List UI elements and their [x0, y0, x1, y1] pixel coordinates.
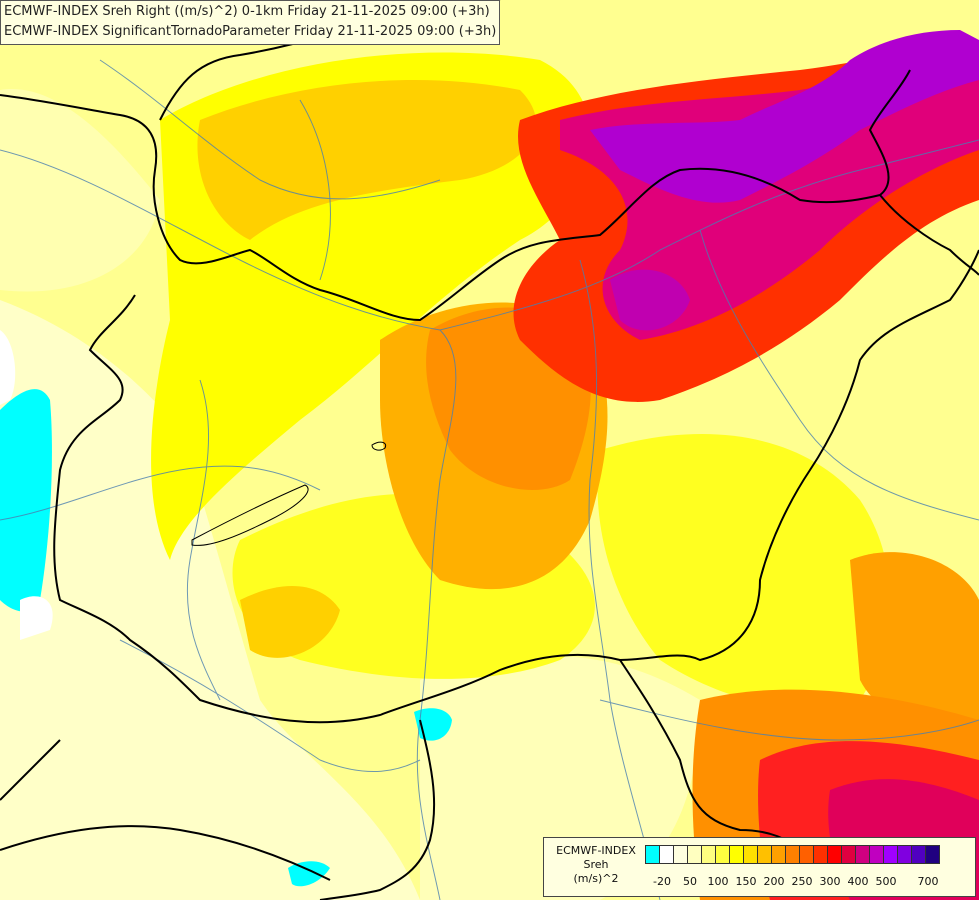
- legend-tick-label: 100: [707, 875, 729, 888]
- legend-ticks: -20 50 100 150 200 250 300 400 500 700: [646, 875, 971, 889]
- legend-swatch: [785, 845, 800, 864]
- legend-swatch: [883, 845, 898, 864]
- legend-tick-label: 150: [735, 875, 757, 888]
- lake-balaton: [191, 484, 309, 546]
- legend-title-line-3: (m/s)^2: [573, 872, 619, 885]
- legend-tick-label: 250: [791, 875, 813, 888]
- pale-region-nw: [0, 89, 160, 292]
- gold-region-n: [197, 80, 537, 240]
- legend-swatch: [743, 845, 758, 864]
- legend-tick-label: 200: [763, 875, 785, 888]
- legend-swatch: [715, 845, 730, 864]
- legend-swatch: [911, 845, 926, 864]
- yellow-region-e: [597, 434, 890, 708]
- legend-tick-label: -20: [653, 875, 671, 888]
- rivers: [0, 59, 979, 900]
- legend-tick-label: 50: [683, 875, 697, 888]
- legend-swatches: [645, 845, 940, 864]
- purple-region-ne: [590, 30, 979, 203]
- cyan-patch-sw: [288, 861, 330, 887]
- legend-tick-label: 300: [819, 875, 841, 888]
- legend-tick-label: 400: [847, 875, 869, 888]
- legend-swatch: [897, 845, 912, 864]
- legend-swatch: [827, 845, 842, 864]
- orange-region-e: [850, 552, 979, 728]
- legend-tick-label: 500: [875, 875, 897, 888]
- legend-swatch: [855, 845, 870, 864]
- map-title-line-1: ECMWF-INDEX Sreh Right ((m/s)^2) 0-1km F…: [4, 4, 490, 19]
- legend-title-line-1: ECMWF-INDEX: [556, 844, 636, 857]
- pale-region-sw: [0, 300, 420, 900]
- legend-swatch: [687, 845, 702, 864]
- purple-blob-c: [610, 269, 690, 331]
- cyan-patch-w: [0, 389, 52, 612]
- legend-swatch: [841, 845, 856, 864]
- legend-swatch: [645, 845, 660, 864]
- legend-swatch: [701, 845, 716, 864]
- legend-tick-label: 700: [917, 875, 939, 888]
- gold-blob-sw: [240, 586, 340, 658]
- legend-swatch: [869, 845, 884, 864]
- legend-title: ECMWF-INDEX Sreh (m/s)^2: [548, 844, 644, 886]
- legend-title-line-2: Sreh: [583, 858, 609, 871]
- map-title-box: ECMWF-INDEX Sreh Right ((m/s)^2) 0-1km F…: [0, 0, 501, 45]
- legend-swatch: [659, 845, 674, 864]
- legend-swatch: [925, 845, 940, 864]
- legend-swatch: [673, 845, 688, 864]
- legend-swatch: [771, 845, 786, 864]
- legend-swatch: [757, 845, 772, 864]
- legend-swatch: [729, 845, 744, 864]
- color-legend: ECMWF-INDEX Sreh (m/s)^2 -20 50 100 150 200 2…: [543, 837, 976, 897]
- legend-swatch: [799, 845, 814, 864]
- legend-swatch: [813, 845, 828, 864]
- white-patch-w2: [20, 596, 53, 640]
- map-title-line-2: ECMWF-INDEX SignificantTornadoParameter …: [4, 24, 497, 39]
- lake-small: [371, 441, 387, 451]
- white-patch-w: [0, 330, 16, 405]
